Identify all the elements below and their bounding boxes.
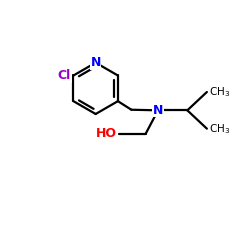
Text: CH$_3$: CH$_3$ bbox=[209, 85, 230, 99]
Text: N: N bbox=[153, 104, 163, 117]
Text: N: N bbox=[90, 56, 101, 69]
Text: HO: HO bbox=[96, 127, 116, 140]
Text: Cl: Cl bbox=[58, 69, 71, 82]
Text: CH$_3$: CH$_3$ bbox=[209, 122, 230, 136]
